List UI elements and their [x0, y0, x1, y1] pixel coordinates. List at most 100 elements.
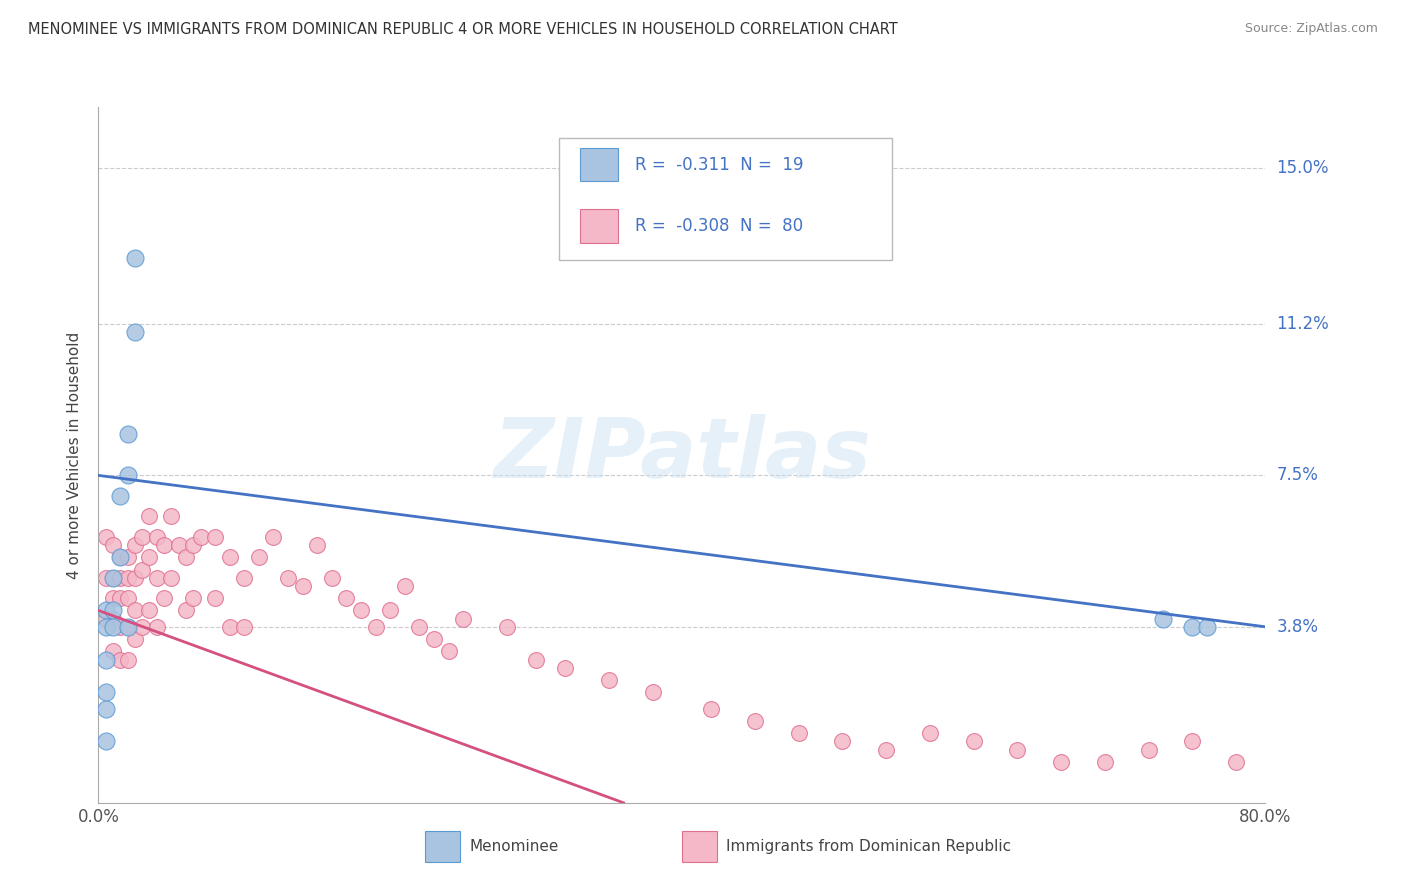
Point	[495, 620, 517, 634]
Point	[307, 538, 329, 552]
Point	[124, 538, 146, 552]
Point	[110, 620, 132, 634]
Point	[131, 530, 153, 544]
Point	[117, 550, 139, 565]
Point	[94, 603, 117, 617]
Text: R =  -0.308  N =  80: R = -0.308 N = 80	[636, 217, 803, 235]
FancyBboxPatch shape	[581, 210, 617, 243]
Point	[160, 571, 183, 585]
Point	[641, 685, 664, 699]
Point	[117, 620, 139, 634]
Point	[94, 734, 117, 748]
Point	[101, 591, 124, 606]
Text: Immigrants from Dominican Republic: Immigrants from Dominican Republic	[727, 839, 1011, 855]
FancyBboxPatch shape	[682, 830, 717, 862]
Point	[110, 489, 132, 503]
Text: 15.0%: 15.0%	[1277, 160, 1329, 178]
Point	[101, 538, 124, 552]
Point	[1007, 742, 1029, 756]
Point	[394, 579, 416, 593]
Point	[124, 571, 146, 585]
Point	[1181, 734, 1204, 748]
Point	[554, 661, 576, 675]
Point	[160, 509, 183, 524]
Point	[1137, 742, 1160, 756]
Point	[700, 701, 723, 715]
Point	[262, 530, 284, 544]
Y-axis label: 4 or more Vehicles in Household: 4 or more Vehicles in Household	[67, 331, 83, 579]
Point	[437, 644, 460, 658]
Point	[233, 620, 256, 634]
Point	[146, 530, 169, 544]
Point	[110, 571, 132, 585]
Point	[138, 550, 160, 565]
Point	[181, 538, 204, 552]
Point	[117, 652, 139, 666]
Point	[101, 571, 124, 585]
Point	[153, 591, 176, 606]
Point	[117, 620, 139, 634]
Point	[875, 742, 897, 756]
Point	[204, 530, 226, 544]
Text: ZIPatlas: ZIPatlas	[494, 415, 870, 495]
Text: Menominee: Menominee	[470, 839, 560, 855]
Point	[787, 726, 810, 740]
Point	[117, 571, 139, 585]
Point	[1152, 612, 1174, 626]
Point	[131, 562, 153, 576]
Point	[1094, 755, 1116, 769]
Point	[138, 509, 160, 524]
Point	[190, 530, 212, 544]
Point	[598, 673, 620, 687]
Text: Source: ZipAtlas.com: Source: ZipAtlas.com	[1244, 22, 1378, 36]
Point	[918, 726, 941, 740]
Point	[153, 538, 176, 552]
Text: 11.2%: 11.2%	[1277, 315, 1329, 333]
FancyBboxPatch shape	[560, 138, 891, 260]
Point	[174, 550, 197, 565]
Point	[524, 652, 547, 666]
Point	[94, 620, 117, 634]
Point	[350, 603, 373, 617]
Point	[1225, 755, 1247, 769]
Point	[335, 591, 357, 606]
FancyBboxPatch shape	[425, 830, 460, 862]
Point	[378, 603, 402, 617]
Point	[94, 612, 117, 626]
Point	[167, 538, 190, 552]
Point	[204, 591, 226, 606]
Point	[124, 603, 146, 617]
Point	[831, 734, 853, 748]
Point	[277, 571, 299, 585]
Point	[744, 714, 766, 728]
Point	[146, 620, 169, 634]
Point	[174, 603, 197, 617]
Point	[321, 571, 343, 585]
Point	[94, 530, 117, 544]
Point	[117, 468, 139, 483]
Point	[146, 571, 169, 585]
Point	[1181, 620, 1204, 634]
Point	[218, 620, 240, 634]
Point	[181, 591, 204, 606]
Point	[138, 603, 160, 617]
Point	[423, 632, 446, 646]
Point	[1195, 620, 1218, 634]
Point	[110, 550, 132, 565]
Point	[291, 579, 314, 593]
Point	[1050, 755, 1073, 769]
Point	[218, 550, 240, 565]
Text: 7.5%: 7.5%	[1277, 467, 1319, 484]
Point	[101, 603, 124, 617]
Point	[124, 325, 146, 339]
Point	[124, 632, 146, 646]
Point	[110, 652, 132, 666]
Point	[94, 652, 117, 666]
Point	[94, 685, 117, 699]
Text: R =  -0.311  N =  19: R = -0.311 N = 19	[636, 156, 804, 174]
Point	[364, 620, 387, 634]
Point	[94, 701, 117, 715]
Point	[94, 571, 117, 585]
Point	[117, 427, 139, 442]
FancyBboxPatch shape	[581, 148, 617, 181]
